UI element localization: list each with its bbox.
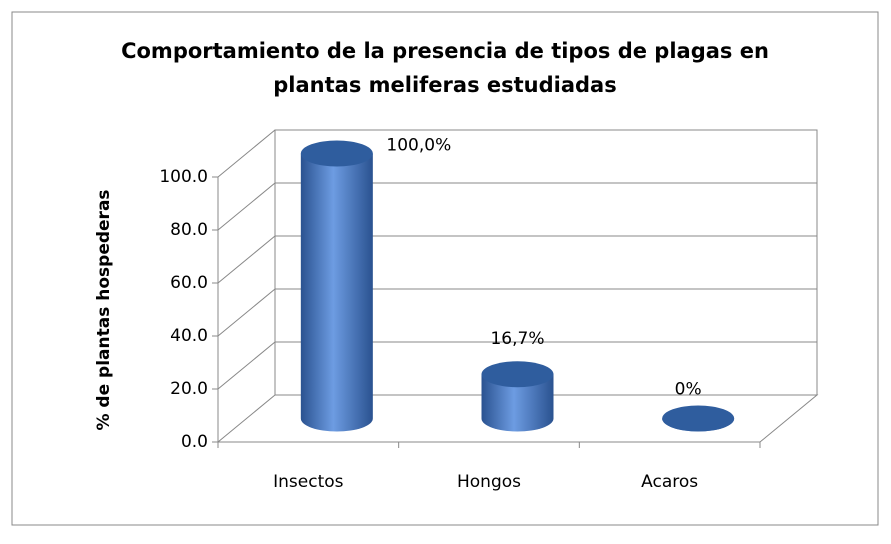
y-tick-label: 100.0: [159, 167, 208, 187]
data-label: 100,0%: [386, 136, 451, 156]
data-label: 0%: [675, 380, 702, 400]
y-axis-title: % de plantas hospederas: [94, 189, 114, 430]
bar-top: [662, 405, 735, 432]
bar-body: [481, 374, 554, 432]
chart-title: Comportamiento de la presencia de tipos …: [121, 39, 769, 63]
y-tick-label: 20.0: [170, 379, 208, 399]
bar-top: [300, 140, 373, 167]
grid-line: [217, 182, 817, 231]
y-tick-label: 80.0: [170, 220, 208, 240]
x-tick-label: Acaros: [641, 472, 698, 492]
data-label: 16,7%: [490, 329, 544, 349]
x-tick-label: Hongos: [457, 472, 521, 492]
x-tick-label: Insectos: [273, 472, 344, 492]
grid-line: [217, 394, 817, 443]
grid-line: [217, 235, 817, 284]
bar: [662, 405, 735, 432]
bar-body: [300, 153, 373, 432]
y-tick-label: 40.0: [170, 326, 208, 346]
chart-border: [11, 11, 879, 526]
grid-line: [217, 341, 817, 390]
y-tick-label: 0.0: [181, 432, 208, 452]
grid-line: [217, 129, 817, 178]
y-tick-label: 60.0: [170, 273, 208, 293]
bar: [300, 140, 373, 432]
bar: [481, 361, 554, 432]
grid-line: [217, 288, 817, 337]
bar-top: [481, 361, 554, 388]
chart-title: plantas meliferas estudiadas: [273, 73, 616, 97]
